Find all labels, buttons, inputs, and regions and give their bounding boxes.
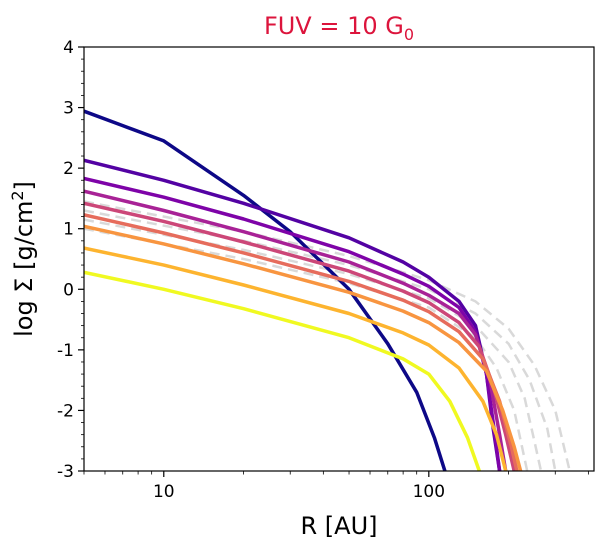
y-tick-label-8: -3 [57,462,74,482]
series-line-9 [84,270,482,471]
y-tick-label-1: 4 [63,38,74,58]
y-tick-label-7: -2 [57,401,74,421]
y-tick-label-4: 1 [63,220,74,240]
reference-line-1 [84,200,571,471]
y-axis-label-prefix: log Σ [g/cm [10,201,38,337]
x-tick-label-2: 100 [413,482,445,502]
y-tick-label-3: 2 [63,159,74,179]
axis-ticks [78,46,589,477]
y-axis-label: log Σ [g/cm2] [8,181,38,337]
series-line-6 [84,213,519,471]
y-tick-label-6: -1 [57,341,74,361]
y-tick-label-5: 0 [63,280,74,300]
series-lines [84,109,523,471]
series-line-5 [84,201,516,471]
y-axis-label-suffix: ] [10,181,38,190]
reference-line-2 [84,209,557,471]
x-axis-label: R [AU] [300,512,377,540]
series-line-8 [84,246,508,471]
x-tick-label-1: 10 [153,482,175,502]
chart-title: FUV = 10 G0 [264,12,414,44]
chart-title-subscript: 0 [404,25,414,44]
y-tick-label-2: 3 [63,99,74,119]
reference-line-4 [84,227,529,471]
y-axis-label-superscript: 2 [8,190,27,200]
series-line-1 [84,109,447,471]
series-line-7 [84,224,523,471]
chart-title-main: FUV = 10 G [264,12,404,40]
series-line-3 [84,176,502,471]
series-line-4 [84,189,508,471]
plot-frame [83,46,595,472]
